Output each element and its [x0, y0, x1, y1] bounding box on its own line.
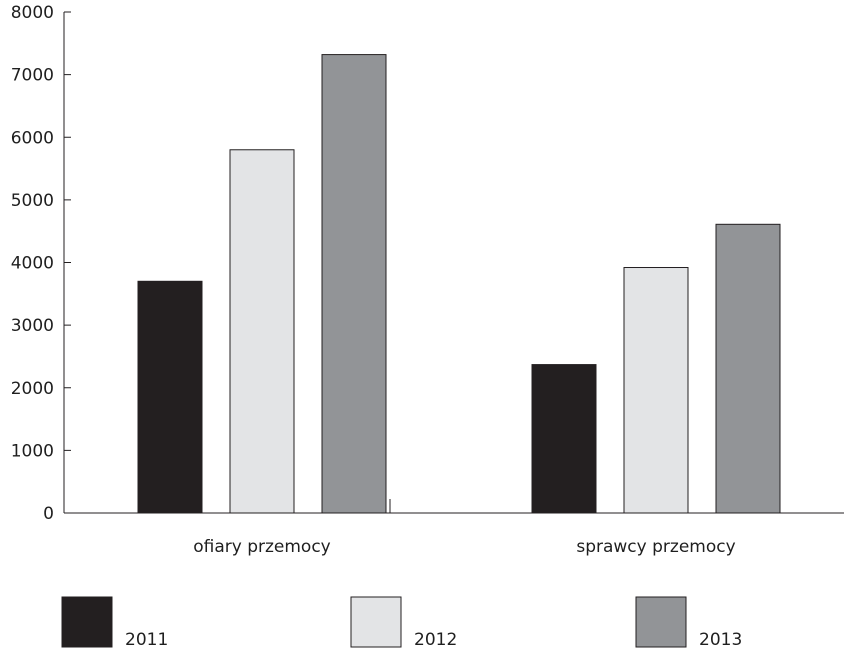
- legend-label-2013: 2013: [699, 630, 742, 649]
- bar-2011-1: [531, 364, 597, 514]
- legend-swatch-2013: [635, 596, 687, 648]
- legend: 2011 2012 2013: [61, 596, 742, 649]
- y-tick-label: 5000: [11, 191, 54, 211]
- y-tick-label: 3000: [11, 316, 54, 336]
- legend-label-2012: 2012: [414, 630, 457, 649]
- x-axis: ofiary przemocy sprawcy przemocy: [64, 499, 844, 557]
- bar-2012-0: [229, 149, 295, 514]
- legend-swatch-2011: [61, 596, 113, 648]
- legend-label-2011: 2011: [125, 630, 168, 649]
- y-tick-label: 1000: [11, 441, 54, 461]
- y-tick-label: 2000: [11, 379, 54, 399]
- bar-2013-0: [321, 54, 387, 514]
- legend-swatch-2012: [350, 596, 402, 648]
- bar-2012-1: [623, 267, 689, 514]
- y-tick-label: 7000: [11, 66, 54, 86]
- bar-2013-1: [715, 223, 781, 514]
- bar-2011-0: [137, 280, 203, 514]
- bars: [137, 54, 781, 514]
- y-tick-label: 4000: [11, 254, 54, 274]
- y-tick-label: 8000: [11, 3, 54, 23]
- x-category-label: ofiary przemocy: [193, 537, 331, 557]
- x-category-label: sprawcy przemocy: [576, 537, 735, 557]
- y-axis: 0 1000 2000 3000 4000 5000 6000 7000 8000: [11, 3, 71, 524]
- y-tick-label: 0: [43, 504, 54, 524]
- y-tick-label: 6000: [11, 128, 54, 148]
